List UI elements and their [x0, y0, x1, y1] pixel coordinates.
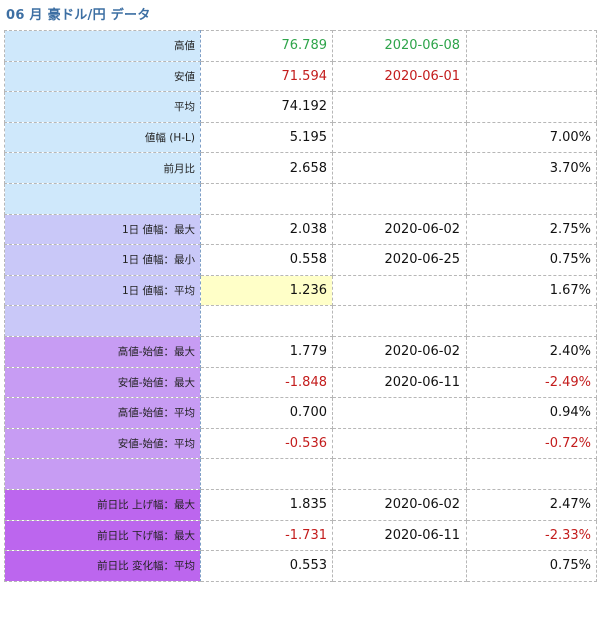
row-label: 前日比 変化幅：平均	[4, 550, 201, 582]
row-date: 2020-06-01	[332, 60, 467, 93]
row-date	[332, 152, 467, 184]
row-value: -1.731	[200, 519, 333, 552]
table-row: 前日比 上げ幅：最大 1.835 2020-06-02 2.47%	[4, 488, 597, 521]
row-percent: 0.75%	[466, 244, 597, 276]
row-date	[332, 458, 467, 490]
row-date: 2020-06-02	[332, 488, 467, 521]
row-value: 1.835	[200, 488, 333, 521]
row-date	[332, 427, 467, 460]
row-value: 5.195	[200, 121, 333, 154]
row-value: 71.594	[200, 60, 333, 93]
table-row	[4, 305, 597, 337]
table-row: 1日 値幅：最大 2.038 2020-06-02 2.75%	[4, 213, 597, 246]
row-date	[332, 550, 467, 582]
row-value	[200, 458, 333, 490]
row-percent	[466, 458, 597, 490]
row-value: 76.789	[200, 30, 333, 62]
row-date: 2020-06-25	[332, 244, 467, 276]
table-row: 安値 71.594 2020-06-01	[4, 60, 597, 93]
row-label: 値幅 (H-L)	[4, 121, 201, 154]
table-row: 高値 76.789 2020-06-08	[4, 30, 597, 62]
row-label: 高値-始値：平均	[4, 397, 201, 429]
row-percent: 0.94%	[466, 397, 597, 429]
table-row: 高値-始値：最大 1.779 2020-06-02 2.40%	[4, 335, 597, 368]
table-row: 前月比 2.658 3.70%	[4, 152, 597, 184]
row-percent: -2.49%	[466, 366, 597, 399]
row-value: 0.553	[200, 550, 333, 582]
row-date: 2020-06-11	[332, 519, 467, 552]
row-percent: 0.75%	[466, 550, 597, 582]
row-value: -0.536	[200, 427, 333, 460]
table-row: 前日比 下げ幅：最大 -1.731 2020-06-11 -2.33%	[4, 519, 597, 552]
row-percent: -0.72%	[466, 427, 597, 460]
table-row: 値幅 (H-L) 5.195 7.00%	[4, 121, 597, 154]
row-percent	[466, 30, 597, 62]
row-value	[200, 182, 333, 215]
row-percent: 1.67%	[466, 274, 597, 307]
table-row: 前日比 変化幅：平均 0.553 0.75%	[4, 550, 597, 582]
table-row: 安値-始値：最大 -1.848 2020-06-11 -2.49%	[4, 366, 597, 399]
row-percent: 7.00%	[466, 121, 597, 154]
row-label: 前月比	[4, 152, 201, 184]
row-date	[332, 274, 467, 307]
table-row	[4, 182, 597, 215]
table-row: 1日 値幅：最小 0.558 2020-06-25 0.75%	[4, 244, 597, 276]
row-value: 2.038	[200, 213, 333, 246]
row-percent: 2.75%	[466, 213, 597, 246]
row-label: 前日比 下げ幅：最大	[4, 519, 201, 552]
row-label	[4, 305, 201, 337]
row-value: 74.192	[200, 91, 333, 123]
row-label	[4, 182, 201, 215]
row-date	[332, 182, 467, 215]
row-date	[332, 121, 467, 154]
data-table: 高値 76.789 2020-06-08 安値 71.594 2020-06-01 平均 74…	[4, 30, 597, 582]
row-percent: 2.40%	[466, 335, 597, 368]
row-date	[332, 305, 467, 337]
row-percent	[466, 91, 597, 123]
row-label	[4, 458, 201, 490]
table-row: 1日 値幅：平均 1.236 1.67%	[4, 274, 597, 307]
table-row	[4, 458, 597, 490]
data-table-body: 高値 76.789 2020-06-08 安値 71.594 2020-06-01 平均 74…	[4, 30, 597, 582]
row-date: 2020-06-02	[332, 213, 467, 246]
row-label: 前日比 上げ幅：最大	[4, 488, 201, 521]
row-percent	[466, 60, 597, 93]
row-value: 2.658	[200, 152, 333, 184]
row-date: 2020-06-11	[332, 366, 467, 399]
row-value: 0.558	[200, 244, 333, 276]
row-label: 安値-始値：平均	[4, 427, 201, 460]
row-percent: -2.33%	[466, 519, 597, 552]
page-title: 06 月 豪ドル/円 データ	[6, 8, 151, 23]
row-value: -1.848	[200, 366, 333, 399]
row-date	[332, 91, 467, 123]
row-value	[200, 305, 333, 337]
table-row: 高値-始値：平均 0.700 0.94%	[4, 397, 597, 429]
row-date: 2020-06-02	[332, 335, 467, 368]
row-date	[332, 397, 467, 429]
row-date: 2020-06-08	[332, 30, 467, 62]
row-percent: 2.47%	[466, 488, 597, 521]
row-label: 高値	[4, 30, 201, 62]
row-label: 1日 値幅：最小	[4, 244, 201, 276]
row-label: 1日 値幅：最大	[4, 213, 201, 246]
table-row: 平均 74.192	[4, 91, 597, 123]
row-percent: 3.70%	[466, 152, 597, 184]
table-row: 安値-始値：平均 -0.536 -0.72%	[4, 427, 597, 460]
row-label: 安値-始値：最大	[4, 366, 201, 399]
row-label: 高値-始値：最大	[4, 335, 201, 368]
row-value: 1.236	[200, 274, 333, 307]
row-value: 0.700	[200, 397, 333, 429]
row-label: 安値	[4, 60, 201, 93]
row-value: 1.779	[200, 335, 333, 368]
row-label: 1日 値幅：平均	[4, 274, 201, 307]
row-label: 平均	[4, 91, 201, 123]
row-percent	[466, 182, 597, 215]
row-percent	[466, 305, 597, 337]
